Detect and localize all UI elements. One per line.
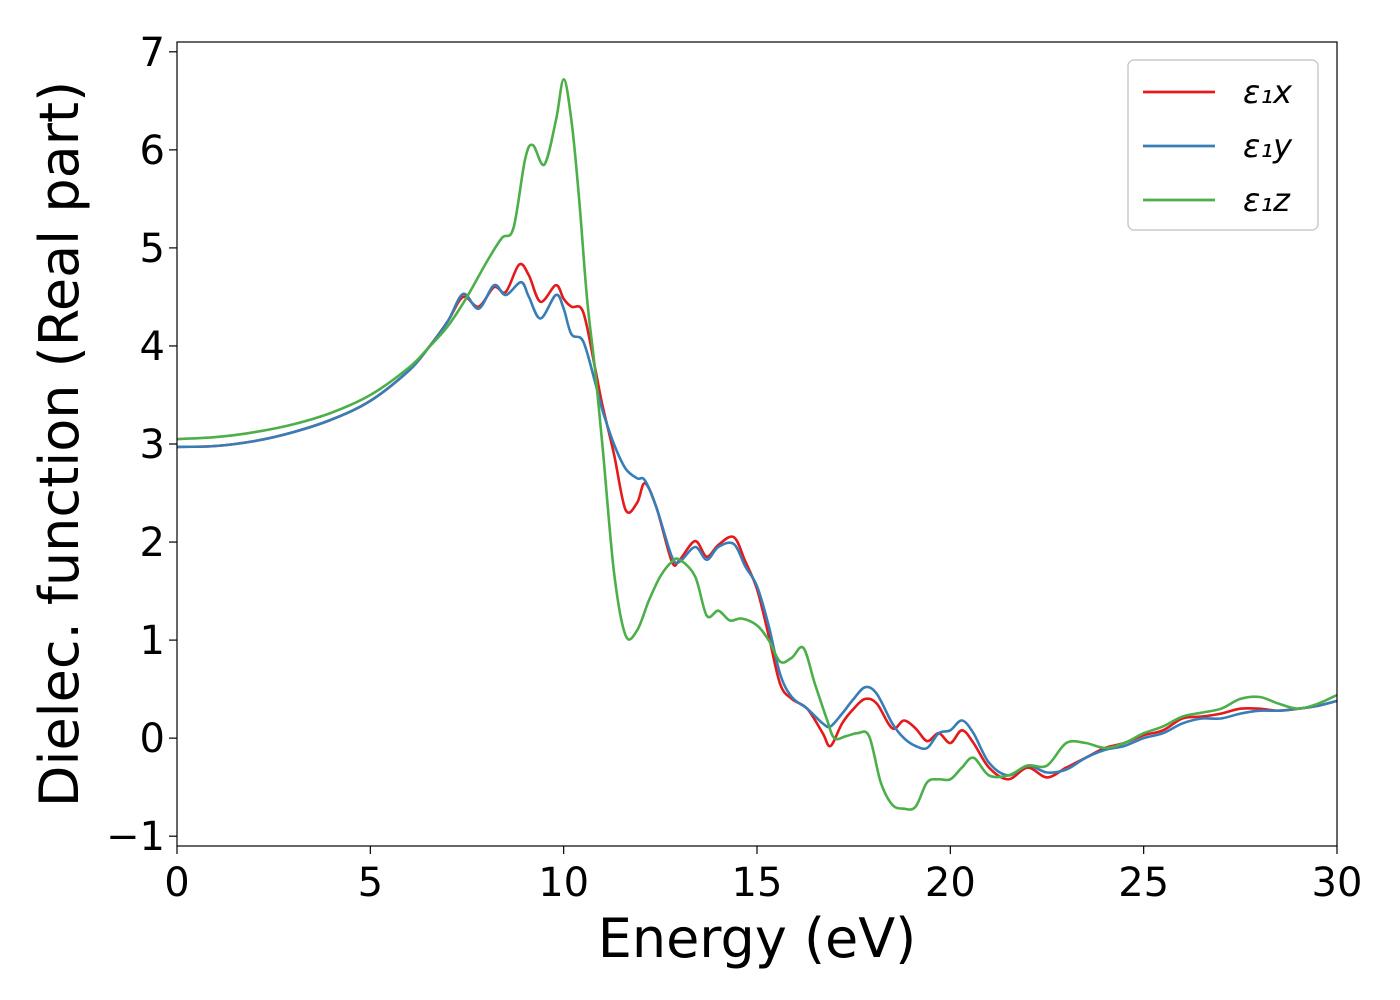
x-tick-label: 30 <box>1312 860 1363 906</box>
y-tick-label: 3 <box>140 422 165 468</box>
series-line-2 <box>176 78 1338 811</box>
legend: ε₁x ε₁y ε₁z <box>1127 59 1319 231</box>
x-tick-label: 20 <box>925 860 976 906</box>
legend-items: ε₁x ε₁y ε₁z <box>1143 73 1293 219</box>
y-tick-label: 0 <box>140 716 165 762</box>
x-tick-label: 10 <box>538 860 589 906</box>
x-axis-ticks: 0 5 10 15 20 25 30 <box>164 846 1362 906</box>
legend-label-1: ε₁y <box>1243 127 1293 165</box>
y-tick-label: −1 <box>106 814 165 860</box>
legend-label-2: ε₁z <box>1243 181 1291 219</box>
y-tick-label: 6 <box>140 128 165 174</box>
x-tick-label: 25 <box>1118 860 1169 906</box>
legend-box <box>1127 59 1319 231</box>
y-tick-label: 2 <box>140 520 165 566</box>
y-tick-label: 4 <box>140 324 165 370</box>
x-tick-label: 5 <box>358 860 383 906</box>
y-tick-label: 1 <box>140 618 165 664</box>
x-tick-label: 15 <box>732 860 783 906</box>
legend-label-0: ε₁x <box>1243 73 1293 111</box>
x-axis-label: Energy (eV) <box>598 907 917 970</box>
y-tick-label: 7 <box>140 30 165 76</box>
series-layer <box>176 78 1338 811</box>
y-axis-ticks: −1 0 1 2 3 4 5 6 7 <box>106 30 177 860</box>
y-axis-label: Dielec. function (Real part) <box>28 81 91 807</box>
y-tick-label: 5 <box>140 226 165 272</box>
x-tick-label: 0 <box>164 860 189 906</box>
